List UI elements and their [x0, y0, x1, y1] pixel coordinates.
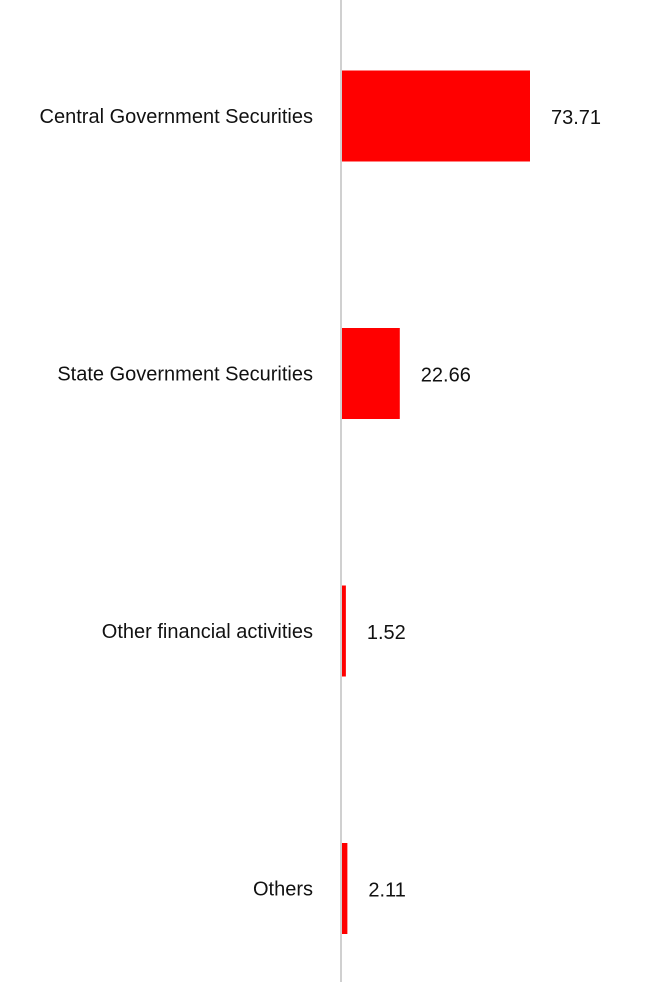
value-label-3: 1.52 [367, 622, 406, 644]
value-label-4: 2.11 [368, 880, 405, 902]
bar-4 [342, 843, 348, 934]
value-label-1: 73.71 [551, 107, 601, 129]
value-label-2: 22.66 [421, 365, 471, 387]
category-label-3: Other financial activities [102, 621, 313, 643]
category-label-2: State Government Securities [57, 364, 313, 386]
bar-1 [342, 70, 530, 162]
labels-layer: Central Government Securities 73.71 State … [40, 106, 602, 902]
bar-3 [342, 585, 346, 677]
bar-2 [342, 328, 400, 419]
category-label-1: Central Government Securities [40, 106, 313, 128]
bars-layer [342, 70, 530, 934]
category-label-4: Others [253, 879, 313, 901]
